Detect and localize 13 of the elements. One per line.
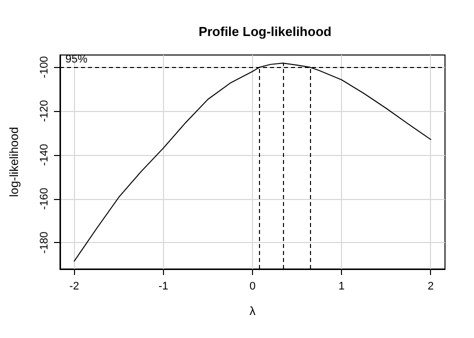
x-tick-label: -2 <box>69 280 80 292</box>
y-tick-label: -180 <box>38 232 50 254</box>
y-tick-label: -140 <box>38 144 50 166</box>
x-tick-label: -1 <box>158 280 168 292</box>
x-tick-label: 1 <box>338 280 345 292</box>
x-tick-label: 0 <box>249 280 256 292</box>
y-tick-label: -100 <box>38 56 50 78</box>
x-axis-title: λ <box>250 304 256 318</box>
y-axis-title: log-likelihood <box>7 126 21 198</box>
y-tick-label: -160 <box>38 188 50 210</box>
y-tick-label: -120 <box>38 100 50 122</box>
chart-title: Profile Log-likelihood <box>198 24 332 39</box>
x-tick-label: 2 <box>428 280 434 292</box>
